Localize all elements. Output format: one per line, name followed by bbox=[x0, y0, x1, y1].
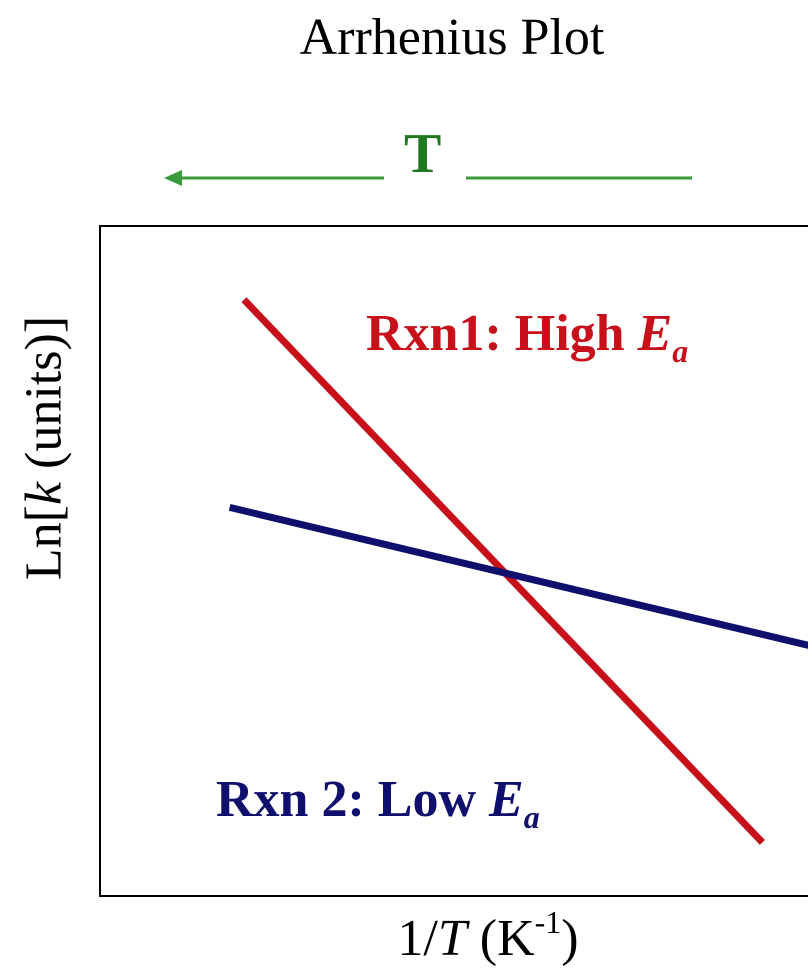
x-axis-label-unit-open: (K bbox=[466, 910, 535, 967]
series-line-2 bbox=[228, 503, 808, 649]
series-label-rxn2-var: E bbox=[489, 771, 524, 828]
series-label-rxn1-text: Rxn1: High bbox=[366, 305, 638, 362]
y-axis-label: Ln[k (units)] bbox=[15, 316, 74, 580]
series-label-rxn1-var: E bbox=[637, 305, 673, 362]
series-label-rxn2-text: Rxn 2: Low bbox=[216, 771, 490, 828]
series-label-rxn2-sub: a bbox=[523, 799, 540, 835]
series-label-rxn1-sub: a bbox=[672, 333, 689, 369]
y-axis-label-suffix: (units)] bbox=[15, 315, 73, 482]
y-axis-label-var: k bbox=[15, 481, 73, 506]
x-axis-label-sup: -1 bbox=[534, 904, 562, 940]
x-axis-label-var: T bbox=[437, 910, 467, 967]
t-indicator-label: T bbox=[404, 123, 442, 185]
t-arrow-head-icon bbox=[164, 170, 182, 186]
series-layer bbox=[228, 297, 808, 845]
x-axis-label: 1/T (K-1) bbox=[0, 904, 808, 968]
y-axis-label-prefix: Ln[ bbox=[15, 505, 73, 581]
x-axis-label-unit-close: ) bbox=[561, 910, 579, 967]
series-label-rxn2: Rxn 2: Low Ea bbox=[216, 770, 540, 836]
x-axis-label-prefix: 1/ bbox=[397, 910, 438, 967]
plot-frame bbox=[99, 225, 808, 897]
chart-title: Arrhenius Plot bbox=[299, 9, 605, 66]
temperature-direction-indicator: T bbox=[0, 0, 808, 230]
series-label-rxn1: Rxn1: High Ea bbox=[366, 304, 688, 370]
